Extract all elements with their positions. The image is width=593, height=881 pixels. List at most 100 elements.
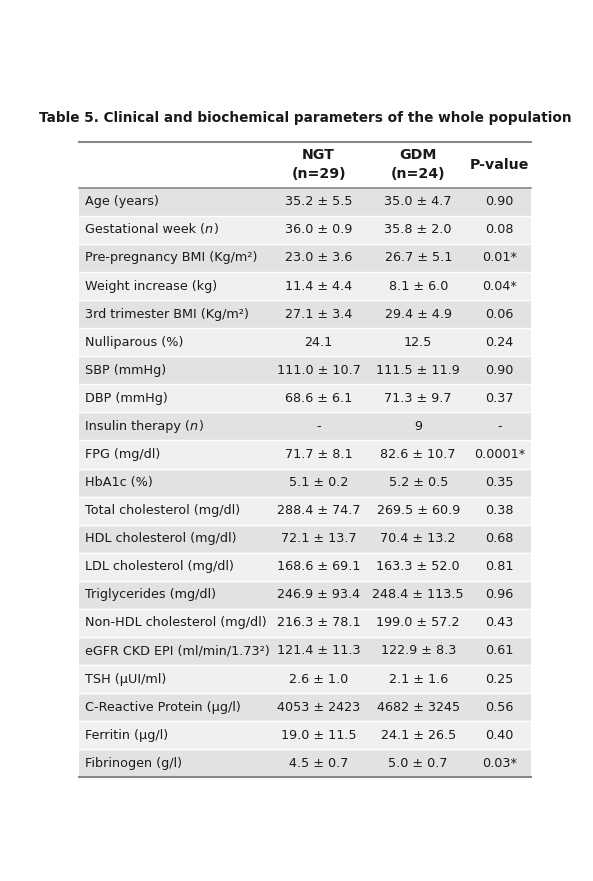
Text: 0.90: 0.90 xyxy=(486,364,514,377)
Text: Total cholesterol (mg/dl): Total cholesterol (mg/dl) xyxy=(85,504,240,517)
Bar xyxy=(79,525,531,552)
Text: -: - xyxy=(316,420,321,433)
Text: 111.5 ± 11.9: 111.5 ± 11.9 xyxy=(377,364,460,377)
Text: 163.3 ± 52.0: 163.3 ± 52.0 xyxy=(377,560,460,574)
Text: 0.24: 0.24 xyxy=(486,336,514,349)
Text: 122.9 ± 8.3: 122.9 ± 8.3 xyxy=(381,645,456,657)
Text: 111.0 ± 10.7: 111.0 ± 10.7 xyxy=(277,364,361,377)
Text: 29.4 ± 4.9: 29.4 ± 4.9 xyxy=(385,307,452,321)
Text: 23.0 ± 3.6: 23.0 ± 3.6 xyxy=(285,251,352,264)
Text: eGFR CKD EPI (ml/min/1.73²): eGFR CKD EPI (ml/min/1.73²) xyxy=(85,645,269,657)
Bar xyxy=(79,722,531,749)
Text: -: - xyxy=(498,420,502,433)
Text: Nulliparous (%): Nulliparous (%) xyxy=(85,336,183,349)
Text: 248.4 ± 113.5: 248.4 ± 113.5 xyxy=(372,589,464,602)
Text: 0.43: 0.43 xyxy=(486,617,514,629)
Text: HbA1c (%): HbA1c (%) xyxy=(85,476,152,489)
Text: Table 5. Clinical and biochemical parameters of the whole population: Table 5. Clinical and biochemical parame… xyxy=(39,111,572,125)
Bar xyxy=(79,749,531,777)
Text: LDL cholesterol (mg/dl): LDL cholesterol (mg/dl) xyxy=(85,560,234,574)
Text: 35.8 ± 2.0: 35.8 ± 2.0 xyxy=(384,224,452,236)
Text: P-value: P-value xyxy=(470,158,530,172)
Bar xyxy=(79,581,531,609)
Text: Weight increase (kg): Weight increase (kg) xyxy=(85,279,217,292)
Text: NGT
(n=29): NGT (n=29) xyxy=(291,148,346,181)
Text: 36.0 ± 0.9: 36.0 ± 0.9 xyxy=(285,224,352,236)
Text: 82.6 ± 10.7: 82.6 ± 10.7 xyxy=(381,448,456,461)
Bar xyxy=(79,412,531,440)
Text: 19.0 ± 11.5: 19.0 ± 11.5 xyxy=(281,729,356,742)
Text: 2.1 ± 1.6: 2.1 ± 1.6 xyxy=(388,672,448,685)
Text: HDL cholesterol (mg/dl): HDL cholesterol (mg/dl) xyxy=(85,532,236,545)
Text: Gestational week (: Gestational week ( xyxy=(85,224,205,236)
Text: Non-HDL cholesterol (mg/dl): Non-HDL cholesterol (mg/dl) xyxy=(85,617,266,629)
Text: Pre-pregnancy BMI (Kg/m²): Pre-pregnancy BMI (Kg/m²) xyxy=(85,251,257,264)
Text: ): ) xyxy=(213,224,218,236)
Text: 0.96: 0.96 xyxy=(486,589,514,602)
Text: 24.1 ± 26.5: 24.1 ± 26.5 xyxy=(381,729,456,742)
Text: 5.1 ± 0.2: 5.1 ± 0.2 xyxy=(289,476,348,489)
Text: 0.08: 0.08 xyxy=(486,224,514,236)
Text: 27.1 ± 3.4: 27.1 ± 3.4 xyxy=(285,307,352,321)
Text: DBP (mmHg): DBP (mmHg) xyxy=(85,392,167,405)
Text: C-Reactive Protein (μg/l): C-Reactive Protein (μg/l) xyxy=(85,700,240,714)
Text: ): ) xyxy=(197,420,203,433)
Bar xyxy=(79,552,531,581)
Bar xyxy=(79,693,531,722)
Bar xyxy=(79,637,531,665)
Text: 0.25: 0.25 xyxy=(486,672,514,685)
Text: 199.0 ± 57.2: 199.0 ± 57.2 xyxy=(377,617,460,629)
Text: 0.38: 0.38 xyxy=(486,504,514,517)
Text: 0.56: 0.56 xyxy=(486,700,514,714)
Text: n: n xyxy=(205,224,213,236)
Text: 71.3 ± 9.7: 71.3 ± 9.7 xyxy=(384,392,452,405)
Bar xyxy=(269,142,368,188)
Bar xyxy=(79,609,531,637)
Text: 0.61: 0.61 xyxy=(486,645,514,657)
Text: 216.3 ± 78.1: 216.3 ± 78.1 xyxy=(277,617,361,629)
Bar xyxy=(79,384,531,412)
Text: SBP (mmHg): SBP (mmHg) xyxy=(85,364,166,377)
Text: FPG (mg/dl): FPG (mg/dl) xyxy=(85,448,160,461)
Text: 0.40: 0.40 xyxy=(486,729,514,742)
Text: 0.81: 0.81 xyxy=(486,560,514,574)
Text: 9: 9 xyxy=(415,420,422,433)
Bar xyxy=(79,469,531,497)
Text: 0.68: 0.68 xyxy=(486,532,514,545)
Text: Age (years): Age (years) xyxy=(85,196,158,208)
Text: 0.37: 0.37 xyxy=(486,392,514,405)
Bar xyxy=(79,440,531,469)
Text: 26.7 ± 5.1: 26.7 ± 5.1 xyxy=(384,251,452,264)
Text: TSH (μUI/ml): TSH (μUI/ml) xyxy=(85,672,166,685)
Text: 0.03*: 0.03* xyxy=(482,757,517,770)
Text: 12.5: 12.5 xyxy=(404,336,432,349)
Text: 68.6 ± 6.1: 68.6 ± 6.1 xyxy=(285,392,352,405)
Bar xyxy=(368,142,468,188)
Text: 0.0001*: 0.0001* xyxy=(474,448,525,461)
Text: 269.5 ± 60.9: 269.5 ± 60.9 xyxy=(377,504,460,517)
Text: 168.6 ± 69.1: 168.6 ± 69.1 xyxy=(277,560,361,574)
Text: 0.06: 0.06 xyxy=(486,307,514,321)
Text: 3rd trimester BMI (Kg/m²): 3rd trimester BMI (Kg/m²) xyxy=(85,307,248,321)
Text: 246.9 ± 93.4: 246.9 ± 93.4 xyxy=(277,589,360,602)
Text: 5.2 ± 0.5: 5.2 ± 0.5 xyxy=(388,476,448,489)
Text: 4.5 ± 0.7: 4.5 ± 0.7 xyxy=(289,757,348,770)
Text: 8.1 ± 6.0: 8.1 ± 6.0 xyxy=(388,279,448,292)
Text: 0.90: 0.90 xyxy=(486,196,514,208)
Text: 4053 ± 2423: 4053 ± 2423 xyxy=(277,700,361,714)
Bar xyxy=(79,497,531,525)
Text: Fibrinogen (g/l): Fibrinogen (g/l) xyxy=(85,757,181,770)
Text: Triglycerides (mg/dl): Triglycerides (mg/dl) xyxy=(85,589,216,602)
Text: 71.7 ± 8.1: 71.7 ± 8.1 xyxy=(285,448,352,461)
Text: 0.01*: 0.01* xyxy=(482,251,517,264)
Bar xyxy=(79,300,531,328)
Text: Insulin therapy (: Insulin therapy ( xyxy=(85,420,190,433)
Bar xyxy=(79,272,531,300)
Text: 0.35: 0.35 xyxy=(486,476,514,489)
Bar xyxy=(79,356,531,384)
Text: 35.2 ± 5.5: 35.2 ± 5.5 xyxy=(285,196,352,208)
Bar xyxy=(79,244,531,272)
Text: 5.0 ± 0.7: 5.0 ± 0.7 xyxy=(388,757,448,770)
Bar xyxy=(79,142,269,188)
Bar xyxy=(79,216,531,244)
